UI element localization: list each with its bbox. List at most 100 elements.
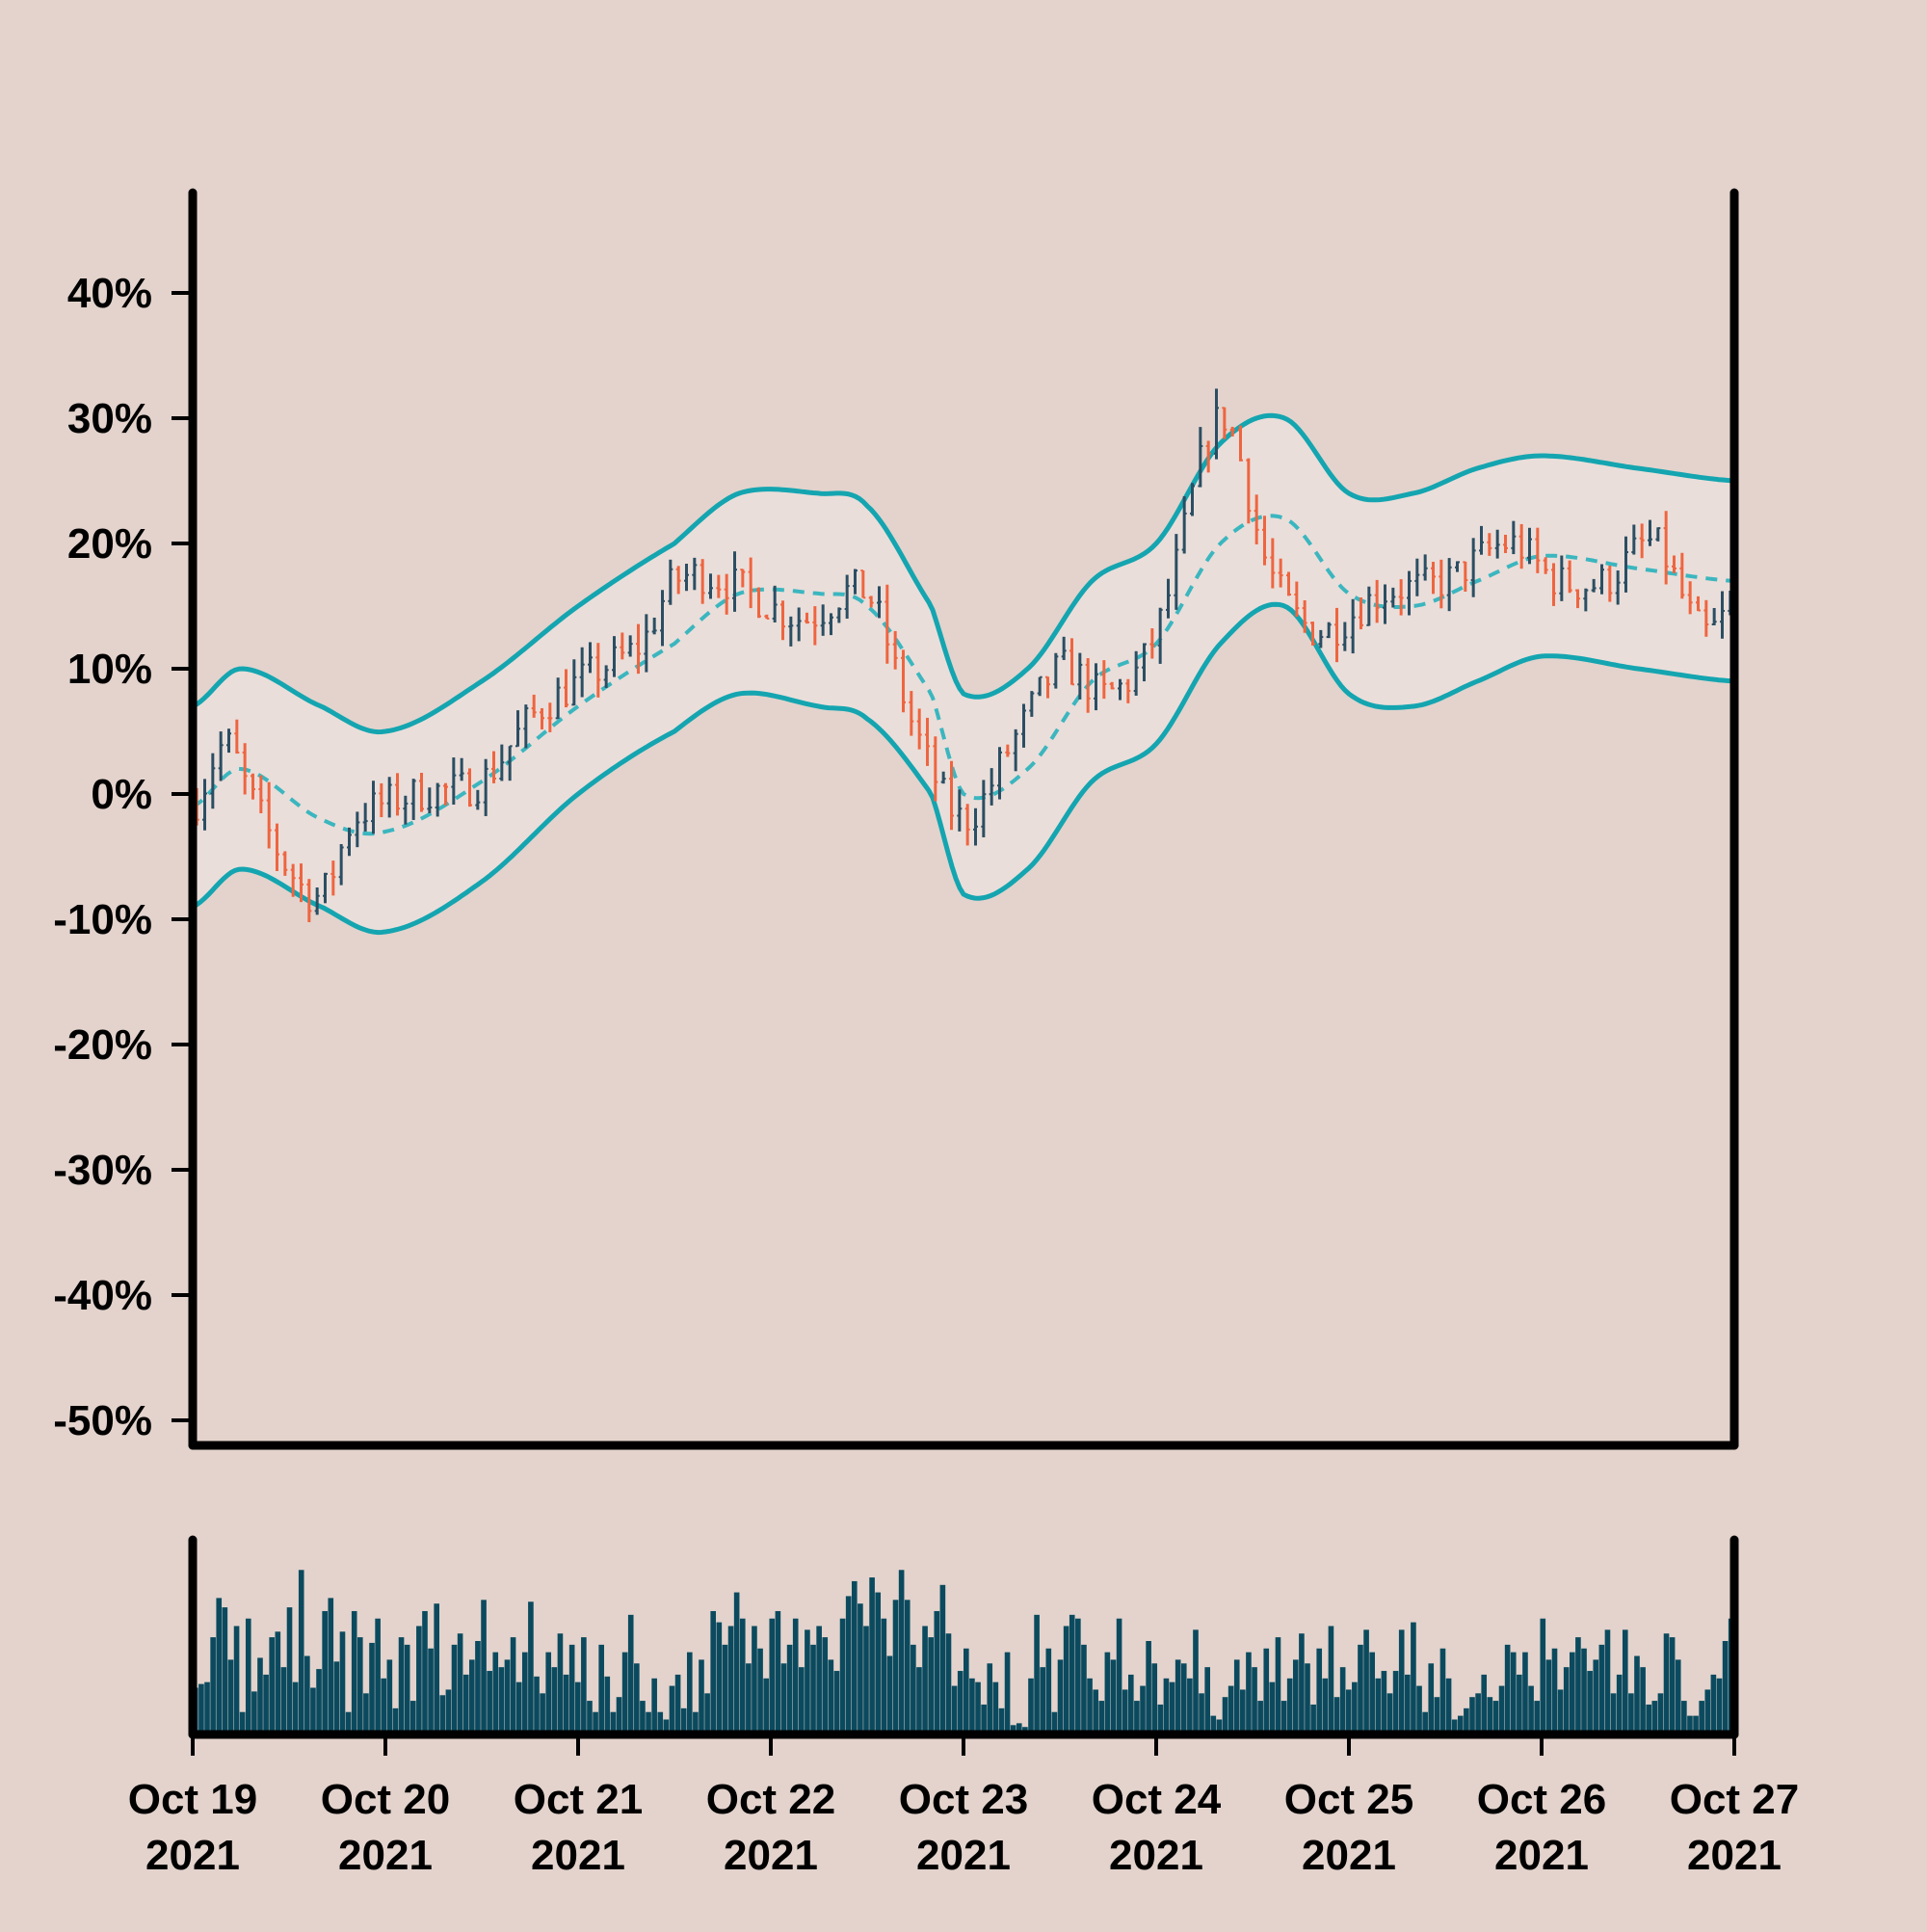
volume-bar [1193, 1629, 1199, 1734]
volume-bar [1345, 1689, 1352, 1734]
volume-bar [1093, 1689, 1098, 1734]
ohlc-bar [740, 569, 746, 588]
ohlc-bar [1711, 608, 1717, 626]
x-tick-label-year: 2021 [916, 1832, 1011, 1879]
volume-bar [1434, 1697, 1440, 1734]
volume-bar [1469, 1697, 1475, 1734]
volume-bar [1545, 1659, 1552, 1734]
volume-bar [428, 1648, 434, 1734]
ohlc-bar [540, 707, 544, 729]
ohlc-bar [668, 559, 673, 605]
volume-bar [898, 1570, 905, 1734]
ohlc-bar [435, 782, 440, 817]
volume-bar [1575, 1637, 1581, 1734]
volume-bar [810, 1644, 816, 1734]
volume-bar [1180, 1663, 1187, 1734]
volume-bar [1411, 1622, 1416, 1734]
volume-bar [780, 1663, 787, 1734]
volume-bar [1328, 1626, 1334, 1734]
volume-bar [775, 1610, 781, 1734]
ohlc-bar [1696, 595, 1701, 612]
volume-bar [363, 1693, 369, 1734]
ohlc-bar [1679, 552, 1685, 599]
volume-bar [1333, 1697, 1340, 1734]
volume-bar [1375, 1678, 1382, 1734]
ohlc-bar [1359, 597, 1363, 630]
volume-bar [1204, 1667, 1210, 1734]
ohlc-bar [1118, 678, 1122, 701]
volume-bar [969, 1678, 975, 1734]
ohlc-bar [1222, 407, 1227, 439]
ohlc-bar [1663, 511, 1669, 585]
ohlc-bar [909, 691, 914, 736]
ohlc-bar [258, 775, 264, 814]
ohlc-bar [660, 590, 665, 647]
volume-bar [904, 1600, 911, 1734]
ohlc-bar-group [194, 388, 1733, 923]
volume-bar [951, 1685, 958, 1734]
volume-bar [1563, 1667, 1570, 1734]
volume-bar [1634, 1655, 1640, 1734]
volume-bar [416, 1626, 422, 1734]
volume-bar [1481, 1674, 1488, 1734]
ohlc-bar [306, 879, 312, 923]
volume-bar [1598, 1644, 1605, 1734]
ohlc-bar [716, 574, 722, 598]
volume-bar [1104, 1652, 1111, 1734]
volume-bar [1122, 1689, 1128, 1734]
volume-bar [1663, 1633, 1670, 1734]
ohlc-bar [1639, 523, 1645, 559]
ohlc-bar [981, 780, 987, 837]
volume-bar [1616, 1674, 1623, 1734]
ohlc-bar [1229, 426, 1235, 437]
volume-bar [1322, 1678, 1329, 1734]
volume-bar [1210, 1715, 1217, 1734]
volume-bar [404, 1644, 410, 1734]
ohlc-bar [547, 702, 553, 732]
volume-bar [210, 1637, 216, 1734]
volume-bar [1640, 1667, 1646, 1734]
volume-bar [964, 1648, 969, 1734]
ohlc-bar [1398, 579, 1404, 616]
ohlc-bar [1422, 554, 1428, 581]
volume-bar [574, 1681, 581, 1734]
upper-band-line [191, 412, 1735, 735]
volume-bar [839, 1618, 846, 1734]
x-tick-label-year: 2021 [724, 1832, 818, 1879]
volume-bar [881, 1618, 887, 1734]
volume-bar [521, 1652, 528, 1734]
ohlc-bar [531, 694, 537, 718]
volume-bar [727, 1626, 734, 1734]
volume-bar [1699, 1701, 1704, 1734]
volume-bar [1163, 1678, 1170, 1734]
volume-bar [799, 1667, 805, 1734]
x-tick-label-year: 2021 [1494, 1832, 1589, 1879]
volume-bar [922, 1626, 928, 1734]
ohlc-bar [1174, 534, 1179, 610]
ohlc-bar [595, 643, 601, 698]
volume-bar [634, 1663, 640, 1734]
ohlc-bar [1181, 496, 1187, 554]
ohlc-bar [724, 573, 729, 615]
ohlc-bar [1414, 558, 1420, 596]
volume-bar [975, 1681, 981, 1734]
volume-bar [204, 1681, 210, 1734]
ohlc-bar [410, 779, 416, 820]
y-tick-label: 10% [67, 646, 152, 693]
ohlc-bar [1470, 538, 1476, 597]
x-tick-label-date: Oct 26 [1477, 1776, 1607, 1823]
ohlc-bar [379, 782, 384, 818]
ohlc-bar [1503, 534, 1508, 553]
ohlc-bar [612, 636, 617, 677]
ohlc-bar [1270, 538, 1276, 589]
volume-bar [333, 1661, 340, 1734]
ohlc-bar [1142, 643, 1147, 682]
volume-bar [1587, 1671, 1593, 1734]
volume-bar [198, 1683, 204, 1734]
volume-bar [863, 1626, 869, 1734]
volume-bar [1016, 1723, 1022, 1734]
ohlc-bar [1575, 589, 1580, 609]
volume-bar [498, 1667, 505, 1734]
volume-bar [746, 1663, 752, 1734]
